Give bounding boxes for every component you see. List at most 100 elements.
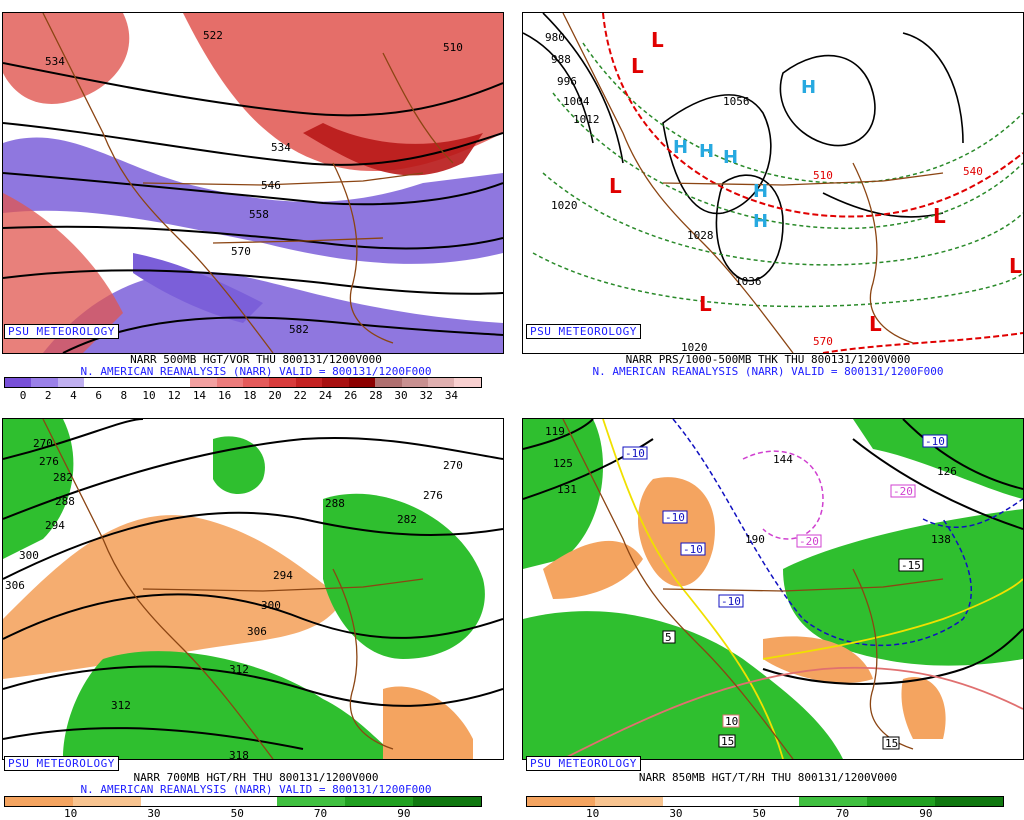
colorbar-swatch: [57, 378, 85, 387]
map-850mb: 119 125 131 144 190 138 126 -10 -10 -10 -10…: [522, 418, 1024, 760]
map-850mb-graphic: 119 125 131 144 190 138 126 -10 -10 -10 -10…: [523, 419, 1023, 759]
panel-700mb-rh: 270 276 282 288 294 300 306 294 300 306 312 31…: [0, 410, 512, 820]
vorticity-colorbar: [4, 377, 482, 388]
colorbar-tick-label: 28: [369, 389, 383, 402]
svg-text:558: 558: [249, 208, 269, 221]
svg-text:119: 119: [545, 425, 565, 438]
svg-text:276: 276: [423, 489, 443, 502]
svg-text:1020: 1020: [551, 199, 578, 212]
svg-text:H: H: [699, 141, 714, 162]
colorbar-swatch: [141, 797, 209, 806]
svg-text:1004: 1004: [563, 95, 590, 108]
colorbar-swatch: [5, 797, 73, 806]
colorbar-swatch: [527, 797, 595, 806]
svg-text:282: 282: [397, 513, 417, 526]
svg-text:L: L: [651, 28, 664, 52]
svg-text:H: H: [673, 137, 688, 158]
colorbar-tick-label: 10: [586, 807, 600, 820]
svg-text:582: 582: [289, 323, 309, 336]
colorbar-tick-label: 30: [669, 807, 683, 820]
svg-text:H: H: [723, 147, 738, 168]
svg-text:15: 15: [721, 735, 734, 748]
rh-colorbar: [4, 796, 482, 807]
svg-text:534: 534: [271, 141, 291, 154]
colorbar-swatch: [84, 378, 111, 387]
caption-valid: N. AMERICAN REANALYSIS (NARR) VALID = 80…: [592, 365, 944, 378]
svg-text:510: 510: [813, 169, 833, 182]
svg-text:546: 546: [261, 179, 281, 192]
colorbar-tick-label: 8: [120, 389, 128, 402]
svg-text:996: 996: [557, 75, 577, 88]
svg-text:-10: -10: [925, 435, 945, 448]
svg-text:270: 270: [33, 437, 53, 450]
svg-text:1036: 1036: [735, 275, 762, 288]
svg-text:540: 540: [963, 165, 983, 178]
rh-colorbar-ticks: 10 30 50 70 90: [4, 807, 480, 820]
colorbar-swatch: [428, 378, 455, 387]
colorbar-swatch: [322, 378, 349, 387]
svg-text:131: 131: [557, 483, 577, 496]
caption-title: NARR 500MB HGT/VOR THU 800131/1200V000: [130, 353, 382, 366]
colorbar-tick-label: 90: [397, 807, 411, 820]
svg-text:H: H: [753, 181, 768, 202]
colorbar-swatch: [348, 378, 376, 387]
svg-text:306: 306: [5, 579, 25, 592]
map-500mb: 534 534 546 558 570 582 510 522: [2, 12, 504, 354]
colorbar-swatch: [731, 797, 799, 806]
colorbar-swatch: [595, 797, 663, 806]
rh-colorbar: [526, 796, 1004, 807]
svg-text:-10: -10: [721, 595, 741, 608]
colorbar-swatch: [163, 378, 191, 387]
psu-branding: PSU METEOROLOGY: [4, 324, 119, 339]
colorbar-swatch: [31, 378, 58, 387]
colorbar-tick-label: 6: [95, 389, 102, 402]
svg-text:138: 138: [931, 533, 951, 546]
svg-text:300: 300: [261, 599, 281, 612]
colorbar-swatch: [454, 378, 481, 387]
caption-title: NARR 850MB HGT/T/RH THU 800131/1200V000: [638, 771, 898, 784]
panel-850mb-temp-rh: 119 125 131 144 190 138 126 -10 -10 -10 -10…: [512, 410, 1024, 820]
svg-text:-20: -20: [799, 535, 819, 548]
svg-text:10: 10: [725, 715, 738, 728]
colorbar-tick-label: 2: [44, 389, 52, 402]
colorbar-tick-label: 0: [19, 389, 27, 402]
colorbar-tick-label: 22: [293, 389, 307, 402]
colorbar-tick-label: 30: [147, 807, 161, 820]
svg-text:1020: 1020: [681, 341, 708, 353]
colorbar-tick-label: 16: [218, 389, 232, 402]
svg-text:-20: -20: [893, 485, 913, 498]
svg-text:288: 288: [325, 497, 345, 510]
svg-text:144: 144: [773, 453, 793, 466]
svg-text:318: 318: [229, 749, 249, 759]
svg-text:L: L: [869, 312, 882, 336]
colorbar-swatch: [413, 797, 481, 806]
svg-text:125: 125: [553, 457, 573, 470]
svg-text:276: 276: [39, 455, 59, 468]
svg-text:980: 980: [545, 31, 565, 44]
colorbar-swatch: [345, 797, 413, 806]
colorbar-tick-label: 70: [835, 807, 850, 820]
svg-text:312: 312: [229, 663, 249, 676]
colorbar-tick-label: 4: [70, 389, 77, 402]
caption-valid: N. AMERICAN REANALYSIS (NARR) VALID = 80…: [80, 365, 432, 378]
svg-text:-10: -10: [665, 511, 685, 524]
map-500mb-graphic: 534 534 546 558 570 582 510 522: [3, 13, 503, 353]
colorbar-swatch: [295, 378, 323, 387]
svg-text:294: 294: [273, 569, 293, 582]
svg-text:300: 300: [19, 549, 39, 562]
caption-valid: N. AMERICAN REANALYSIS (NARR) VALID = 80…: [80, 783, 432, 796]
svg-text:1056: 1056: [723, 95, 750, 108]
colorbar-swatch: [663, 797, 731, 806]
colorbar-tick-label: 50: [230, 807, 244, 820]
svg-text:15: 15: [885, 737, 898, 750]
svg-text:H: H: [753, 211, 768, 232]
colorbar-tick-label: 24: [318, 389, 333, 402]
svg-text:534: 534: [45, 55, 65, 68]
colorbar-swatch: [190, 378, 217, 387]
colorbar-tick-label: 14: [192, 389, 207, 402]
colorbar-tick-label: 18: [243, 389, 257, 402]
svg-text:570: 570: [231, 245, 251, 258]
